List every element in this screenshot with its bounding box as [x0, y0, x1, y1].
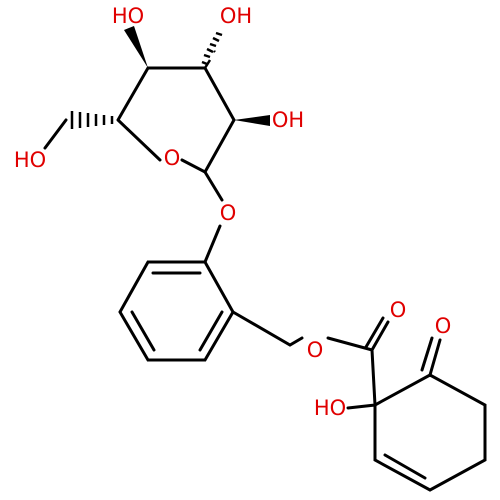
hash-bond: [201, 31, 223, 69]
atom-label: O: [220, 201, 237, 225]
benzene-ring: [118, 260, 235, 362]
hash-bond: [70, 111, 114, 129]
bond: [346, 348, 377, 410]
atom-label: O: [390, 298, 407, 322]
atom-label: HO: [314, 396, 346, 420]
wedge-bond: [124, 26, 148, 68]
atom-label: OH: [220, 4, 252, 28]
sugar-ring: [116, 66, 236, 175]
atom-label: HO: [112, 4, 144, 28]
ester-bonds: [326, 316, 390, 352]
atom-label: OH: [272, 108, 304, 132]
ketone-bond: [420, 336, 442, 377]
atom-label: O: [435, 314, 452, 338]
bond: [231, 310, 304, 347]
wedge-bond: [234, 115, 270, 126]
atom-label: O: [307, 338, 324, 362]
atom-label: HO: [14, 148, 46, 172]
bond: [43, 118, 68, 150]
bonds: [43, 26, 487, 492]
atom-label: O: [164, 146, 181, 170]
cyclohexene-ring: [373, 373, 487, 492]
bond: [203, 170, 224, 264]
